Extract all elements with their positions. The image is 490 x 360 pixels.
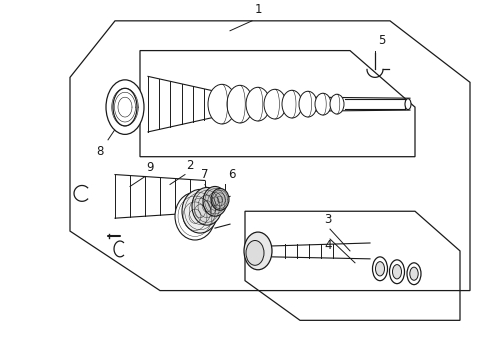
Ellipse shape — [192, 188, 222, 225]
Ellipse shape — [246, 240, 264, 265]
Ellipse shape — [244, 232, 272, 270]
Ellipse shape — [375, 262, 385, 276]
Text: 5: 5 — [378, 33, 385, 47]
Ellipse shape — [282, 90, 302, 118]
Text: 9: 9 — [146, 161, 154, 174]
Ellipse shape — [211, 188, 229, 210]
Ellipse shape — [113, 88, 137, 126]
Text: 7: 7 — [201, 168, 209, 181]
Ellipse shape — [246, 87, 270, 121]
Ellipse shape — [106, 80, 144, 134]
Text: 2: 2 — [186, 158, 194, 172]
Ellipse shape — [405, 99, 411, 109]
Ellipse shape — [227, 85, 253, 123]
Ellipse shape — [175, 192, 215, 240]
Ellipse shape — [299, 91, 317, 117]
Text: 6: 6 — [228, 168, 236, 181]
Ellipse shape — [182, 189, 218, 233]
Ellipse shape — [372, 257, 388, 281]
Ellipse shape — [208, 84, 236, 124]
Text: 1: 1 — [254, 3, 262, 16]
Ellipse shape — [407, 263, 421, 285]
Ellipse shape — [390, 260, 405, 284]
Ellipse shape — [410, 267, 418, 280]
Text: 4: 4 — [324, 239, 332, 252]
Text: 3: 3 — [324, 213, 332, 226]
Ellipse shape — [264, 89, 286, 119]
Ellipse shape — [203, 186, 227, 216]
Text: 8: 8 — [97, 145, 104, 158]
Ellipse shape — [315, 93, 331, 115]
Ellipse shape — [330, 94, 344, 114]
Ellipse shape — [392, 265, 401, 279]
